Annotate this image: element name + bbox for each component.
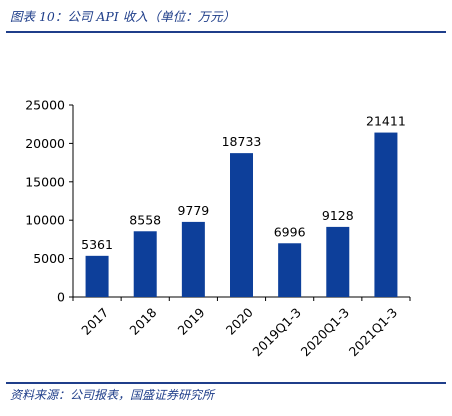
- bar: [133, 231, 157, 297]
- x-tick-label: 2018: [126, 305, 159, 338]
- bar: [230, 153, 253, 297]
- y-tick-label: 25000: [25, 98, 65, 113]
- x-tick-label: 2020: [223, 305, 256, 338]
- bar: [278, 243, 302, 297]
- data-label: 9779: [177, 203, 209, 218]
- data-label: 9128: [322, 208, 354, 223]
- x-tick-label: 2019: [175, 305, 208, 338]
- y-tick-label: 5000: [33, 251, 65, 266]
- data-label: 8558: [129, 212, 161, 227]
- x-tick-label: 2020Q1-3: [298, 305, 353, 360]
- bar: [374, 132, 398, 297]
- data-label: 21411: [366, 114, 406, 129]
- y-tick-label: 10000: [25, 213, 65, 228]
- y-tick-label: 0: [57, 290, 65, 305]
- y-tick-label: 20000: [25, 136, 65, 151]
- bar: [85, 255, 109, 297]
- data-label: 5361: [81, 237, 113, 252]
- bar: [181, 221, 205, 297]
- data-label: 6996: [274, 224, 306, 239]
- bars: [85, 132, 398, 297]
- bar: [326, 226, 350, 297]
- y-axis: 0 5000 10000 15000 20000 25000: [25, 98, 74, 305]
- y-tick-label: 15000: [25, 174, 65, 189]
- x-tick-label: 2017: [78, 305, 111, 338]
- x-tick-label: 2019Q1-3: [249, 305, 304, 360]
- data-label: 18733: [222, 134, 262, 149]
- source-note: 资料来源：公司报表，国盛证券研究所: [10, 388, 215, 402]
- title-rule: [6, 31, 446, 33]
- source-rule: [6, 382, 446, 384]
- chart-title: 图表 10：公司 API 收入（单位：万元）: [10, 9, 236, 24]
- data-labels: 5361 8558 9779 18733 6996 9128 21411: [81, 114, 406, 252]
- x-tick-label: 2021Q1-3: [346, 305, 401, 360]
